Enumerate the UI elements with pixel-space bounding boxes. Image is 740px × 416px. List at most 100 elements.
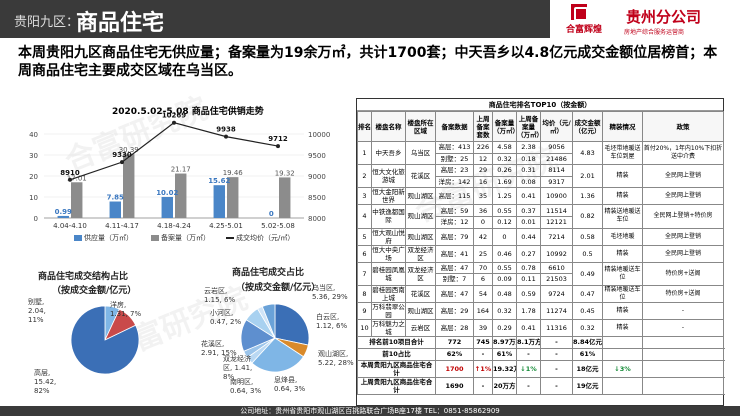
x-tick-label: 4.18-4.24 bbox=[157, 222, 191, 230]
pie-slice bbox=[70, 305, 140, 375]
legend-swatch-supply bbox=[74, 235, 82, 241]
table-cell: 全民网上登销 bbox=[642, 187, 724, 206]
table-cell: 6610 bbox=[540, 261, 573, 275]
y-left-tick: 30 bbox=[29, 152, 38, 160]
table-cell: 54 bbox=[473, 284, 493, 303]
header-bar bbox=[0, 0, 550, 38]
y-right-tick: 8500 bbox=[308, 194, 326, 202]
legend-price: 成交均价（元/㎡） bbox=[226, 233, 294, 243]
table-cell: 毛坯地暖 bbox=[602, 227, 643, 246]
table-cell: 观山湖区 bbox=[405, 187, 436, 206]
y-right-tick: 9000 bbox=[308, 173, 326, 181]
table-cell: 0.01 bbox=[516, 215, 541, 229]
table-row: 2 恒大文化旅游城 花溪区 高层：23 29 0.26 0.31 8114 2.01 精装 全民网上… bbox=[357, 164, 724, 189]
table-cell: ↓3% bbox=[602, 359, 643, 378]
bar-filed bbox=[227, 177, 239, 218]
table-cell: 恒大金阳新世界 bbox=[371, 187, 406, 206]
table-cell: 0.55 bbox=[492, 261, 517, 275]
table-cell: - bbox=[540, 376, 573, 395]
table-cell: 花溪区 bbox=[405, 284, 436, 303]
legend-filed: 备案量（万㎡） bbox=[151, 233, 210, 243]
table-cell: 1.36 bbox=[572, 187, 603, 206]
pie1-label-yangfang: 洋房, 1.31, 7% bbox=[110, 301, 142, 318]
table-cell: 精装 bbox=[602, 301, 643, 320]
table-cell: 2.38 bbox=[516, 141, 541, 154]
table-cell: 精装 bbox=[602, 244, 643, 263]
table-cell: ↓1% bbox=[516, 359, 541, 378]
table-cell: 0.09 bbox=[492, 273, 517, 286]
table-cell: 4 bbox=[357, 204, 372, 229]
y-left-tick: 0 bbox=[34, 215, 38, 223]
table-cell: 0.32 bbox=[572, 318, 603, 337]
bar-filed-label: 30.39 bbox=[119, 146, 139, 154]
table-cell: 5 bbox=[357, 227, 372, 246]
table-cell: 精装地暖送车位 bbox=[602, 261, 643, 286]
table-cell: 0.58 bbox=[572, 227, 603, 246]
price-point bbox=[120, 160, 124, 165]
table-cell: 0.26 bbox=[492, 164, 517, 177]
table-cell: 中铁逸都国际 bbox=[371, 204, 406, 229]
company-logo-icon bbox=[571, 4, 588, 21]
table-cell bbox=[642, 376, 724, 395]
pie-slice bbox=[261, 303, 276, 339]
table-cell: 观山湖区 bbox=[405, 204, 436, 229]
table-cell: 观山湖区 bbox=[405, 301, 436, 320]
table-cell: 万科魅力之城 bbox=[371, 318, 406, 337]
table-cell: 恒大中央广场 bbox=[371, 244, 406, 263]
table-cell: 高层：413 bbox=[435, 141, 474, 154]
bar-filed-label: 17.01 bbox=[67, 174, 87, 182]
table-cell bbox=[602, 347, 643, 361]
table-cell: 毛坯带地暖送车位到屋 bbox=[602, 140, 643, 166]
table-header-cell: 楼盘名称 bbox=[371, 111, 406, 142]
table-cell: 0.44 bbox=[516, 227, 541, 246]
legend-supply: 供应量（万㎡） bbox=[74, 233, 133, 243]
table-cell: 39 bbox=[473, 318, 493, 337]
table-cell: 观山湖区 bbox=[405, 227, 436, 246]
table-cell: 0.32 bbox=[492, 152, 517, 166]
table-cell: 上周贵阳九区商品住宅合计 bbox=[357, 376, 436, 395]
table-cell: 0.49 bbox=[572, 261, 603, 286]
bar-filed bbox=[123, 154, 135, 218]
ranking-table: 排名 楼盘名称 楼盘所在区域 备案数据 上周备案套数 备案量（万㎡） 上周备案量（万㎡） 均价… bbox=[357, 111, 724, 395]
price-point bbox=[224, 134, 228, 139]
table-header-cell: 上周备案量（万㎡） bbox=[516, 111, 541, 142]
supply-sales-chart: 0 10 20 30 40 8000 8500 9000 9500 10000 0.99 17.01 4… bbox=[29, 112, 330, 230]
table-cell: 70 bbox=[473, 261, 493, 275]
table-cell: 高层：115 bbox=[435, 187, 474, 206]
table-cell: 高层：41 bbox=[435, 244, 474, 263]
table-cell: - bbox=[642, 318, 724, 337]
x-tick-label: 4.04-4.10 bbox=[53, 222, 87, 230]
table-cell: - bbox=[642, 301, 724, 320]
page-title: 商品住宅 bbox=[76, 11, 165, 36]
table-cell: 碧桂园凤凰城 bbox=[371, 261, 406, 286]
table-cell: - bbox=[473, 376, 493, 395]
table-cell: 42 bbox=[473, 227, 493, 246]
x-tick-label: 4.11-4.17 bbox=[105, 222, 139, 230]
table-cell: 4.58 bbox=[492, 141, 517, 154]
table-cell: 0.82 bbox=[572, 204, 603, 229]
table-cell: 1700 bbox=[435, 359, 474, 378]
table-cell: 9 bbox=[357, 301, 372, 320]
pie-slice bbox=[274, 303, 310, 346]
y-left-tick: 20 bbox=[29, 173, 38, 181]
pie2-label-xifeng: 息烽县, 0.64, 3% bbox=[274, 376, 306, 393]
table-header-cell: 精装情况 bbox=[602, 111, 643, 142]
table-cell: 35 bbox=[473, 187, 493, 206]
table-cell: 226 bbox=[473, 141, 493, 154]
table-cell: 0.55 bbox=[492, 204, 517, 217]
table-cell: 高层：23 bbox=[435, 164, 474, 177]
table-cell: 36 bbox=[473, 204, 493, 217]
table-cell: 乌当区 bbox=[405, 140, 436, 166]
table-cell: 61% bbox=[572, 347, 603, 361]
table-cell: 8.84亿元 bbox=[572, 335, 603, 349]
page-footer: 公司地址：贵州省贵阳市观山湖区百挑路联合广场B座17楼 TEL：0851-858… bbox=[0, 406, 740, 416]
table-row: 4 中铁逸都国际 观山湖区 高层：59 36 0.55 0.37 11514 0.82 精装送地暖… bbox=[357, 204, 724, 229]
y-right-tick: 10000 bbox=[308, 131, 330, 139]
district-pie-chart bbox=[240, 303, 310, 373]
bar-supply bbox=[109, 201, 121, 218]
table-row: 8 碧桂园西南上城 花溪区 高层：47 54 0.48 0.59 9724 0.47 精装地暖送车… bbox=[357, 284, 724, 303]
bar-chart-title: 2020.5.02-5.08 商品住宅供销走势 bbox=[112, 107, 264, 117]
table-cell: 1690 bbox=[435, 376, 474, 395]
table-cell: 7214 bbox=[540, 227, 573, 246]
